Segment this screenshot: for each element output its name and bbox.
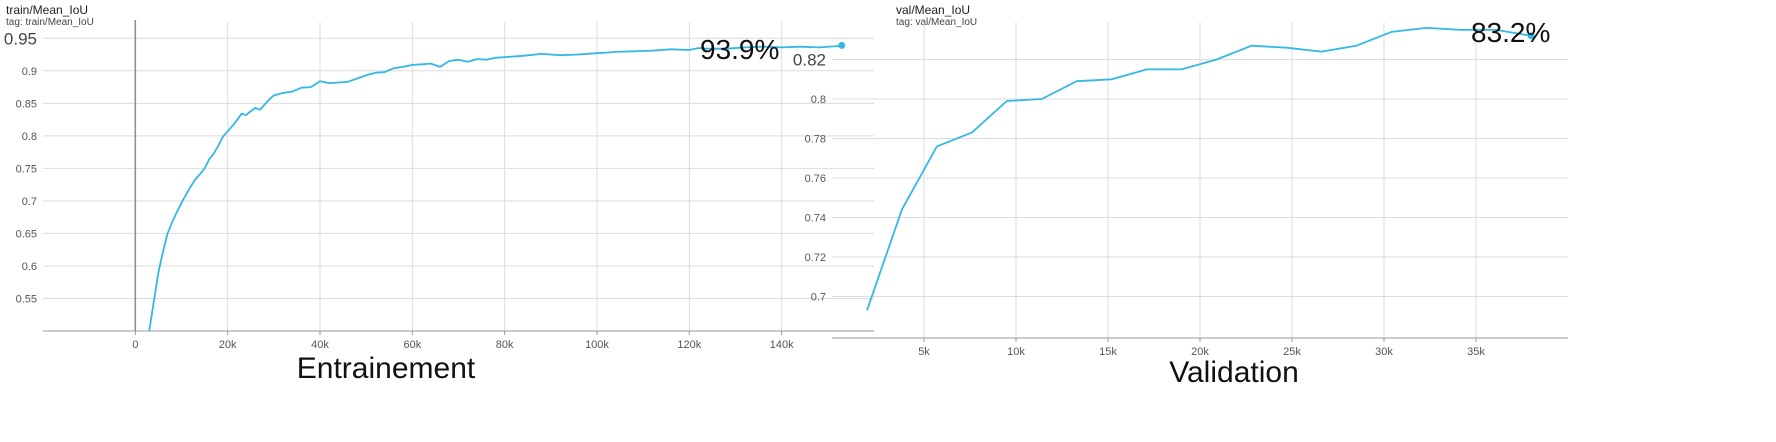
chart-title: val/Mean_IoU	[896, 3, 971, 17]
x-tick-label: 30k	[1375, 346, 1393, 358]
chart-tag: tag: train/Mean_IoU	[6, 17, 94, 28]
y-tick-label: 0.75	[16, 163, 37, 175]
chart-title: train/Mean_IoU	[6, 3, 89, 17]
series-line	[148, 44, 842, 332]
x-tick-label: 20k	[1191, 346, 1209, 358]
y-tick-label: 0.9	[22, 66, 37, 78]
val-chart-svg: 5k 10k 15k 20k 25k 30k 35k 0.7 0.72 0.74 0.76 0.78 0…	[793, 22, 1568, 358]
y-tick-label: 0.85	[16, 98, 37, 110]
x-tick-label: 20k	[219, 339, 237, 351]
x-tick-label: 140k	[770, 339, 794, 351]
chart-tag: tag: val/Mean_IoU	[896, 17, 978, 28]
y-tick-label: 0.82	[793, 51, 826, 70]
chart-caption: Entrainement	[296, 352, 476, 385]
y-tick-label: 0.8	[811, 94, 826, 106]
y-tick-label: 0.74	[805, 213, 826, 225]
x-tick-label: 80k	[496, 339, 514, 351]
x-tick-label: 25k	[1283, 346, 1301, 358]
x-tick-label: 120k	[677, 339, 701, 351]
y-tick-label: 0.6	[22, 261, 37, 273]
x-tick-label: 35k	[1467, 346, 1485, 358]
train-chart-svg: 0 20k 40k 60k 80k 100k 120k 140k 0.55 0.6 0.65 0.7 0…	[4, 20, 874, 351]
y-tick-label: 0.8	[22, 131, 37, 143]
x-tick-label: 10k	[1007, 346, 1025, 358]
val-chart-panel: val/Mean_IoU tag: val/Mean_IoU 5k 10k 15k 2…	[793, 0, 1776, 442]
x-tick-label: 60k	[403, 339, 421, 351]
y-tick-label: 0.78	[805, 134, 826, 146]
y-tick-label: 0.76	[805, 173, 826, 185]
x-tick-label: 0	[132, 339, 138, 351]
y-tick-label: 0.65	[16, 228, 37, 240]
x-tick-label: 15k	[1099, 346, 1117, 358]
last-value-label: 93.9%	[700, 34, 780, 65]
chart-caption: Validation	[1169, 356, 1299, 389]
y-tick-label: 0.7	[22, 196, 37, 208]
x-tick-label: 5k	[918, 346, 930, 358]
x-tick-label: 40k	[311, 339, 329, 351]
x-tick-label: 100k	[585, 339, 609, 351]
last-point-marker	[838, 41, 846, 49]
last-value-label: 83.2%	[1471, 17, 1551, 48]
last-point-marker	[1527, 32, 1535, 40]
train-chart-panel: train/Mean_IoU tag: train/Mean_IoU 0 20k 4…	[4, 3, 874, 385]
series-line	[866, 26, 1532, 311]
y-tick-label: 0.7	[811, 292, 826, 304]
y-tick-label: 0.95	[4, 29, 37, 48]
y-tick-label: 0.55	[16, 293, 37, 305]
y-tick-label: 0.72	[805, 252, 826, 264]
